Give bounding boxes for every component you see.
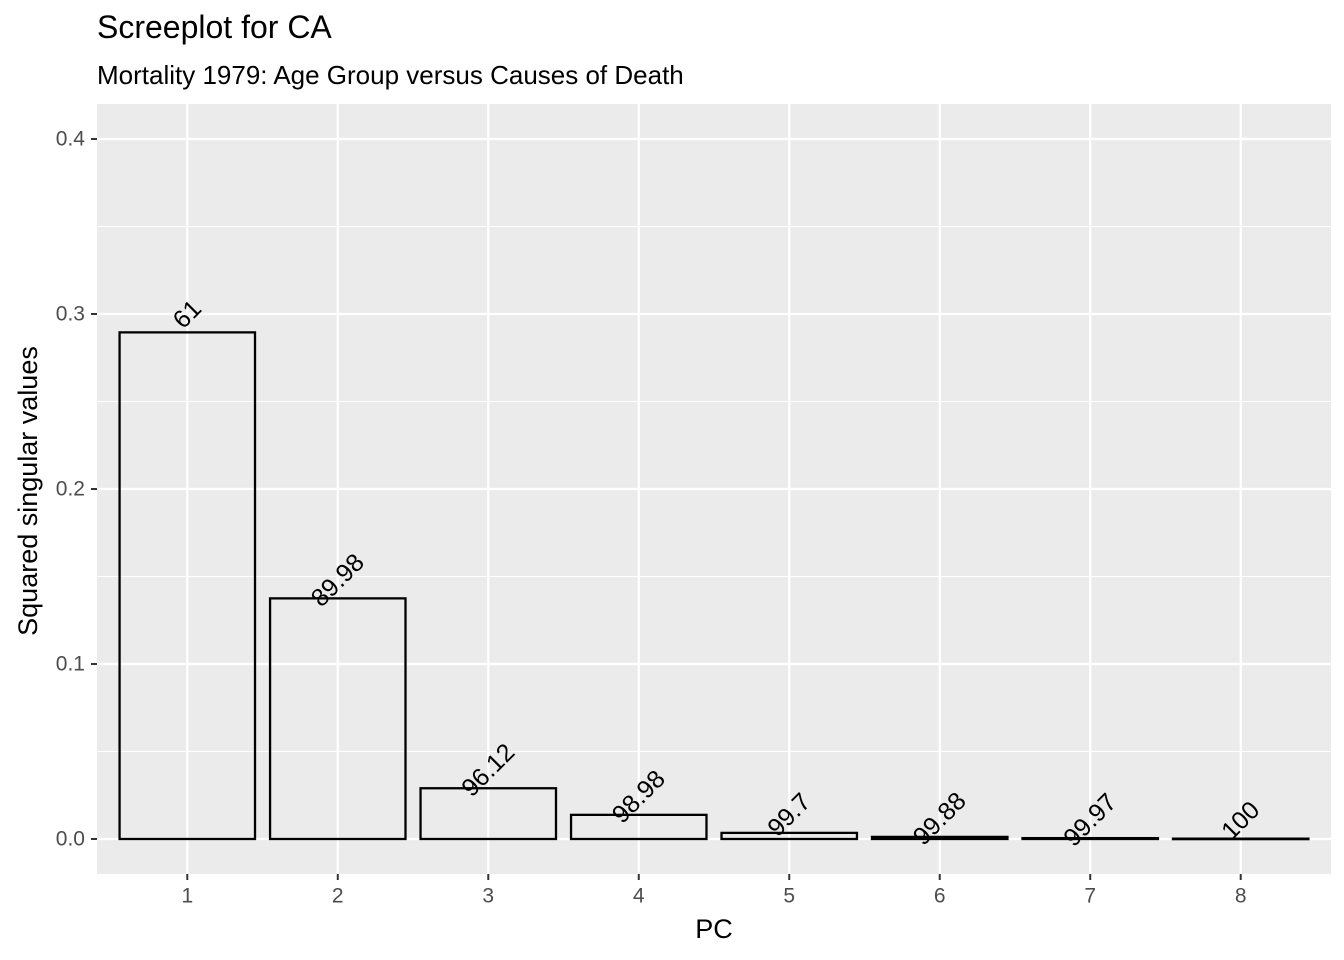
x-axis-title: PC: [695, 914, 733, 944]
bar-pc-2: [268, 597, 407, 841]
x-tick-label: 4: [633, 885, 645, 908]
y-axis-title: Squared singular values: [13, 346, 43, 636]
y-tick-label: 0.0: [56, 828, 85, 851]
x-tick-label: 8: [1235, 885, 1247, 908]
bar-pc-1: [118, 331, 257, 841]
bar-pc-5: [720, 831, 859, 841]
minor-gridlines: [97, 225, 1331, 753]
x-tick-label: 3: [482, 885, 494, 908]
x-tick-label: 5: [783, 885, 795, 908]
bar-pc-8: [1171, 837, 1310, 841]
bar-pc-3: [419, 787, 558, 841]
x-tick-label: 7: [1084, 885, 1096, 908]
x-axis: 1 2 3 4 5 6 7 8: [181, 874, 1247, 908]
bar-pc-6: [870, 835, 1009, 841]
x-tick-label: 2: [332, 885, 344, 908]
x-tick-label: 6: [934, 885, 946, 908]
x-tick-label: 1: [181, 885, 193, 908]
y-tick-label: 0.1: [56, 653, 85, 676]
bar-pc-7: [1021, 836, 1160, 841]
y-tick-label: 0.2: [56, 478, 85, 501]
chart-title: Screeplot for CA: [97, 9, 332, 45]
y-tick-label: 0.3: [56, 303, 85, 326]
y-tick-label: 0.4: [56, 128, 86, 151]
bars: [118, 331, 1310, 841]
bar-pc-4: [569, 813, 708, 841]
chart-subtitle: Mortality 1979: Age Group versus Causes …: [97, 60, 684, 90]
y-axis: 0.0 0.1 0.2 0.3 0.4: [56, 128, 97, 851]
